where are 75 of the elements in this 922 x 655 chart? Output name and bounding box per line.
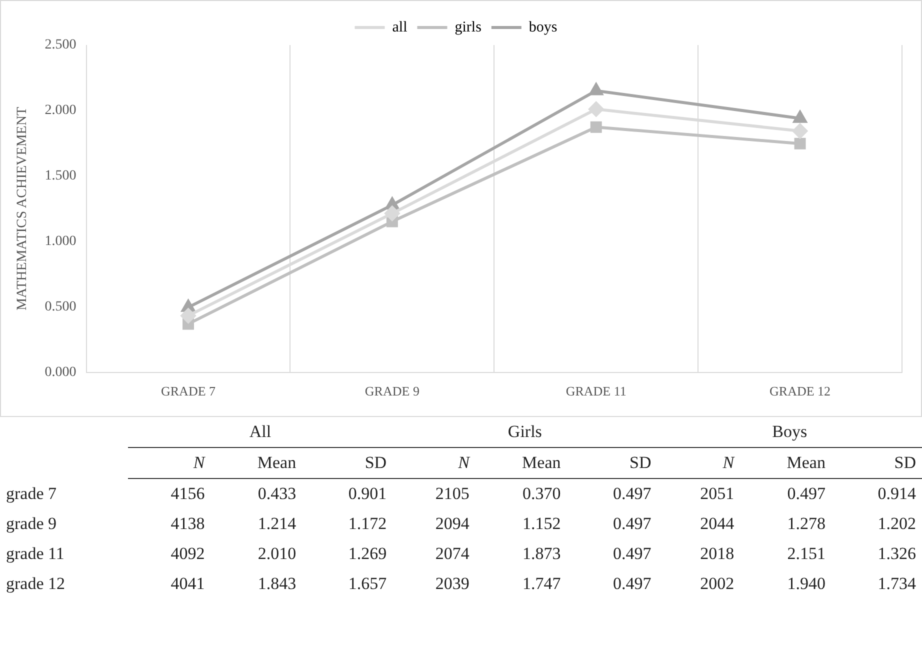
text: 1.152: [522, 513, 562, 535]
text: 0.497: [612, 483, 652, 505]
text: SD: [630, 453, 652, 472]
y-tick-label: 1.500: [44, 168, 76, 184]
y-axis-title: MATHEMATICS ACHIEVEMENT: [15, 106, 30, 310]
text: 4041: [170, 573, 206, 595]
text: 4156: [170, 483, 206, 505]
text: 1.734: [876, 573, 917, 595]
y-tick-label: 1.000: [44, 234, 76, 250]
point: [590, 121, 602, 133]
point: [385, 198, 399, 210]
y-tick-label: 0.000: [44, 365, 76, 380]
text: 2074: [434, 543, 470, 565]
text: 4138: [170, 513, 206, 535]
y-tick-label: 2.000: [44, 103, 76, 118]
text: 2.010: [256, 543, 298, 565]
point: [792, 124, 808, 139]
text: 0.497: [612, 573, 652, 595]
point: [589, 83, 603, 96]
text: 2039: [434, 573, 470, 595]
text: N: [722, 453, 734, 472]
text: N: [458, 453, 470, 472]
text: Boys: [657, 417, 922, 448]
text: 1.214: [256, 513, 298, 535]
text: 1.172: [347, 513, 388, 535]
text: Mean: [522, 453, 561, 472]
x-tick-label: GRADE 9: [364, 384, 420, 399]
text: SD: [302, 448, 393, 478]
text: grade 9: [5, 513, 58, 535]
legend-label: girls: [454, 19, 482, 36]
text: Mean: [210, 448, 302, 478]
text: 2002: [699, 573, 736, 595]
text: 0.901: [347, 483, 388, 505]
text: 0.497: [612, 543, 652, 565]
text: 1.202: [876, 513, 917, 535]
text: grade 12: [5, 573, 66, 595]
text: Girls: [392, 417, 658, 448]
text: grade 11: [5, 543, 66, 565]
point: [793, 110, 807, 123]
text: 2051: [699, 483, 736, 505]
text: 1.657: [347, 573, 388, 595]
point: [588, 102, 604, 117]
point: [384, 206, 400, 221]
point: [794, 138, 806, 150]
text: Mean: [786, 453, 826, 472]
legend-label: all: [392, 19, 408, 36]
text: All: [128, 417, 393, 448]
text: 4092: [170, 543, 206, 565]
x-tick-label: GRADE 12: [770, 384, 831, 399]
text: 1.269: [347, 543, 388, 565]
text: 1.278: [786, 513, 826, 535]
text: 0.497: [612, 513, 652, 535]
text: 1.873: [522, 543, 562, 565]
text: 0.914: [876, 483, 917, 505]
text: 1.747: [522, 573, 562, 595]
legend-label: boys: [528, 19, 558, 36]
text: 1.940: [786, 573, 826, 595]
text: N: [128, 448, 211, 478]
text: 2018: [699, 543, 736, 565]
text: SD: [894, 453, 916, 472]
x-tick-label: GRADE 7: [160, 384, 216, 399]
text: 1.326: [876, 543, 917, 565]
y-tick-label: 0.500: [44, 300, 76, 315]
text: 1.843: [256, 573, 298, 595]
y-tick-label: 2.500: [44, 38, 76, 53]
text: 0.497: [786, 483, 826, 505]
point: [180, 308, 196, 324]
text: 2.151: [786, 543, 826, 565]
text: 2044: [699, 513, 736, 535]
text: grade 7: [5, 482, 58, 505]
text: 0.433: [256, 483, 298, 505]
x-tick-label: GRADE 11: [566, 384, 626, 399]
text: 0.370: [522, 483, 562, 505]
text: 2105: [434, 483, 470, 505]
text: 2094: [434, 513, 470, 535]
